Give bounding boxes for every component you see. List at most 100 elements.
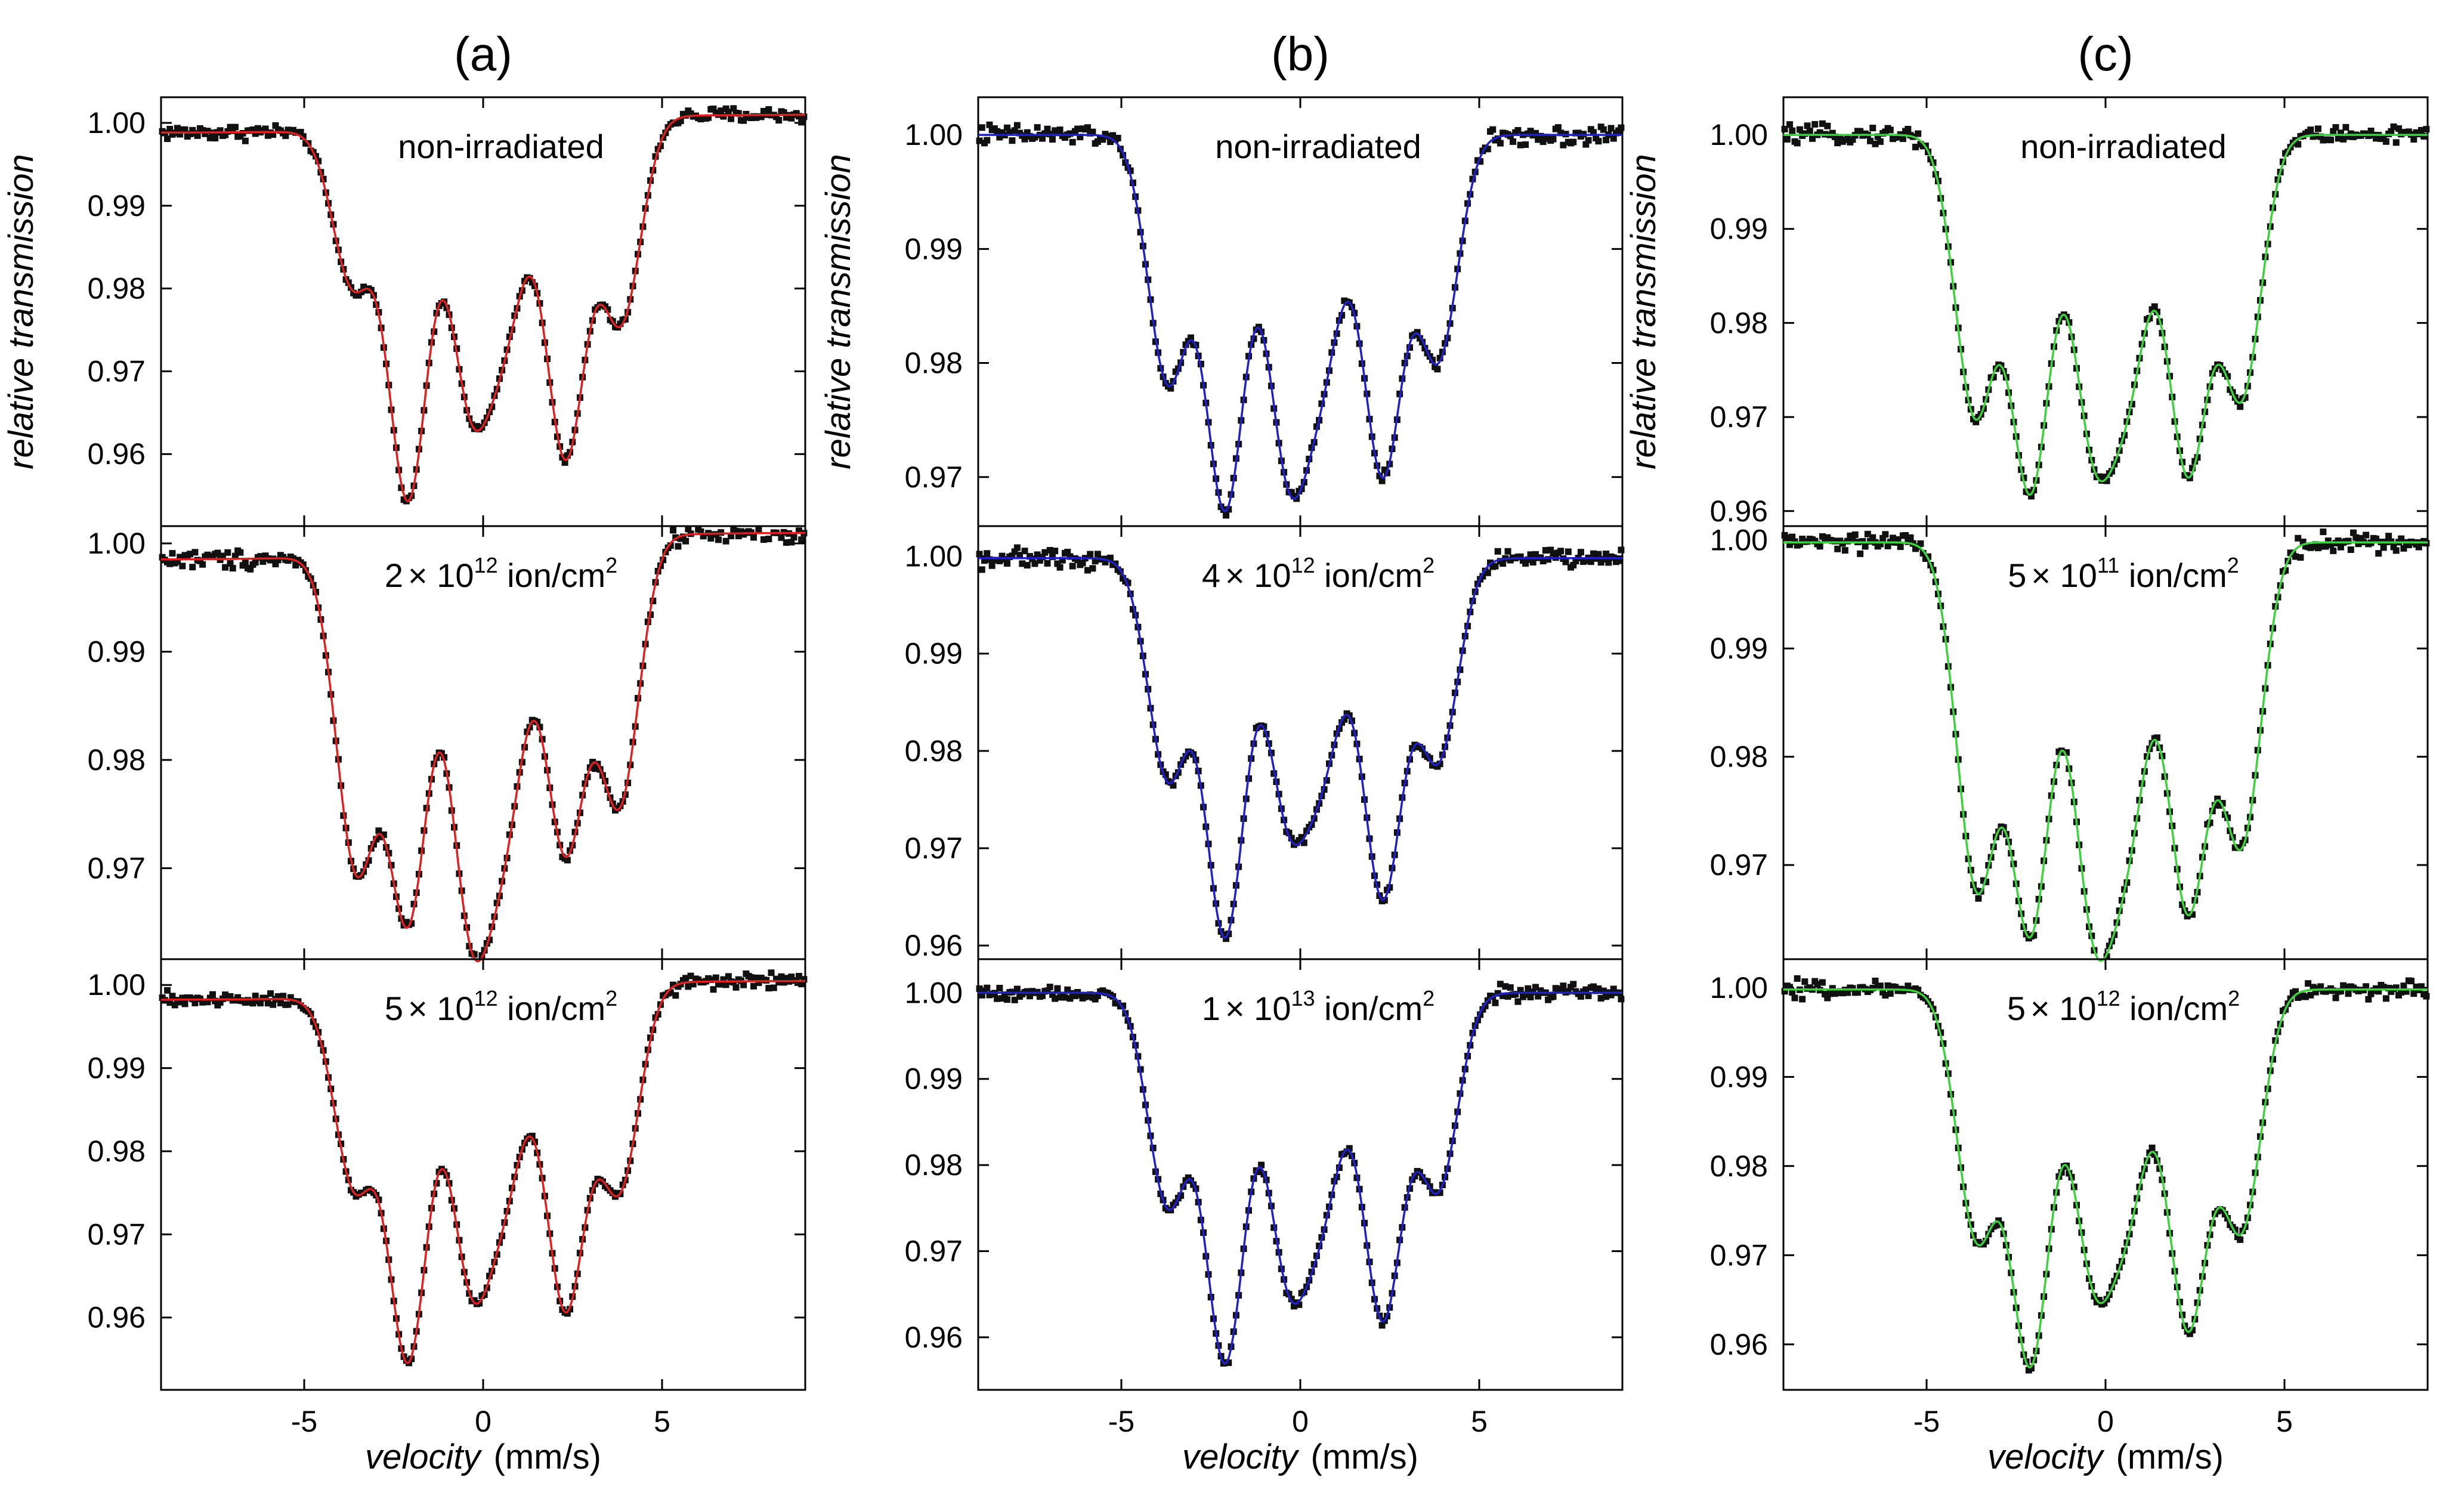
data-point [2345,990,2352,997]
data-point [1525,985,1532,992]
data-point [1618,996,1625,1003]
data-point [2292,988,2299,995]
data-point [609,1189,616,1197]
data-point [249,126,256,133]
data-point [2380,984,2387,991]
data-point [2153,734,2160,741]
fluence-mantissa: 5 [2007,990,2026,1027]
y-tick-label: 0.97 [905,461,963,494]
data-point [174,558,181,565]
data-point [1600,126,1607,133]
data-point [219,552,226,560]
data-point [1618,546,1625,554]
data-point [257,553,264,560]
data-point [670,527,677,534]
y-tick-label: 0.96 [1710,1328,1768,1361]
fluence-mantissa: 5 [385,990,403,1027]
data-point [1011,127,1018,134]
data-point [1494,135,1501,142]
data-point [1527,993,1534,1000]
data-point [1509,138,1516,145]
data-point [249,1000,256,1007]
data-point [2214,795,2221,802]
data-point [2101,474,2108,481]
data-point [800,113,808,120]
data-point [1610,985,1617,993]
plot-frame [1782,525,2429,960]
data-point [617,320,624,327]
data-point [1841,547,1848,554]
data-point [2028,493,2035,500]
data-point [2237,403,2244,410]
data-point [1429,357,1436,364]
data-point [1577,549,1584,556]
data-point [1595,985,1602,992]
data-point [2030,932,2038,939]
data-point [315,157,322,165]
data-point [1487,559,1494,566]
data-point [252,993,259,1000]
data-point [1109,132,1117,139]
data-point [1992,1222,1999,1229]
data-point [667,542,674,549]
data-point [718,529,725,536]
data-point [1560,141,1567,149]
data-point [1822,991,1829,998]
plot-frame [160,958,806,1391]
data-point [2403,988,2410,995]
fluence-unit-exponent: 2 [605,986,617,1010]
data-point [2342,984,2349,991]
x-axis-label: velocity (mm/s) [1182,1438,1418,1476]
data-point [996,557,1003,564]
data-point [1884,982,1891,989]
data-point [1059,557,1066,564]
fluence-unit: ion/cm [1315,557,1423,594]
sample-label: non-irradiated [2020,128,2227,165]
data-point [730,105,737,112]
data-point [1557,548,1565,555]
data-point [1492,999,1499,1006]
data-point [2382,995,2389,1002]
data-point [254,125,261,132]
data-point [998,995,1006,1002]
data-point [1570,138,1577,146]
data-point [790,534,797,541]
data-point [1106,554,1114,561]
data-point [164,987,171,994]
data-point [978,124,985,131]
data-point [722,981,729,988]
panel-c-1: 0.96 0.97 0.98 0.99 1.00 non-irradiated [1710,96,2430,528]
data-point [264,1000,271,1007]
data-point [1122,159,1129,166]
data-point [209,991,216,998]
data-point [2423,993,2430,1000]
data-point [2242,394,2249,401]
y-tick-label: 0.99 [1710,212,1768,246]
data-point [564,452,571,459]
data-point [252,559,259,566]
data-point [2400,545,2407,552]
data-point [2382,138,2389,145]
fluence-exponent: 12 [2097,986,2120,1010]
data-point [174,125,181,132]
data-point [2345,537,2352,545]
data-point [194,132,201,139]
data-point [2295,534,2302,542]
data-point [1416,335,1423,342]
data-point [2392,139,2400,146]
data-point [1869,984,1876,991]
data-point [710,986,717,993]
data-point [1041,130,1049,137]
data-point [994,995,1001,1002]
data-point [1560,982,1567,990]
data-point [536,724,543,731]
data-point [996,134,1003,141]
data-point [2340,135,2347,143]
data-point [1127,167,1134,174]
data-point [1094,992,1101,999]
x-axis-label-quantity: velocity [1182,1438,1299,1476]
data-point [707,534,715,542]
data-point [187,551,194,558]
y-tick-label: 0.97 [1710,1238,1768,1272]
data-point [441,754,448,761]
